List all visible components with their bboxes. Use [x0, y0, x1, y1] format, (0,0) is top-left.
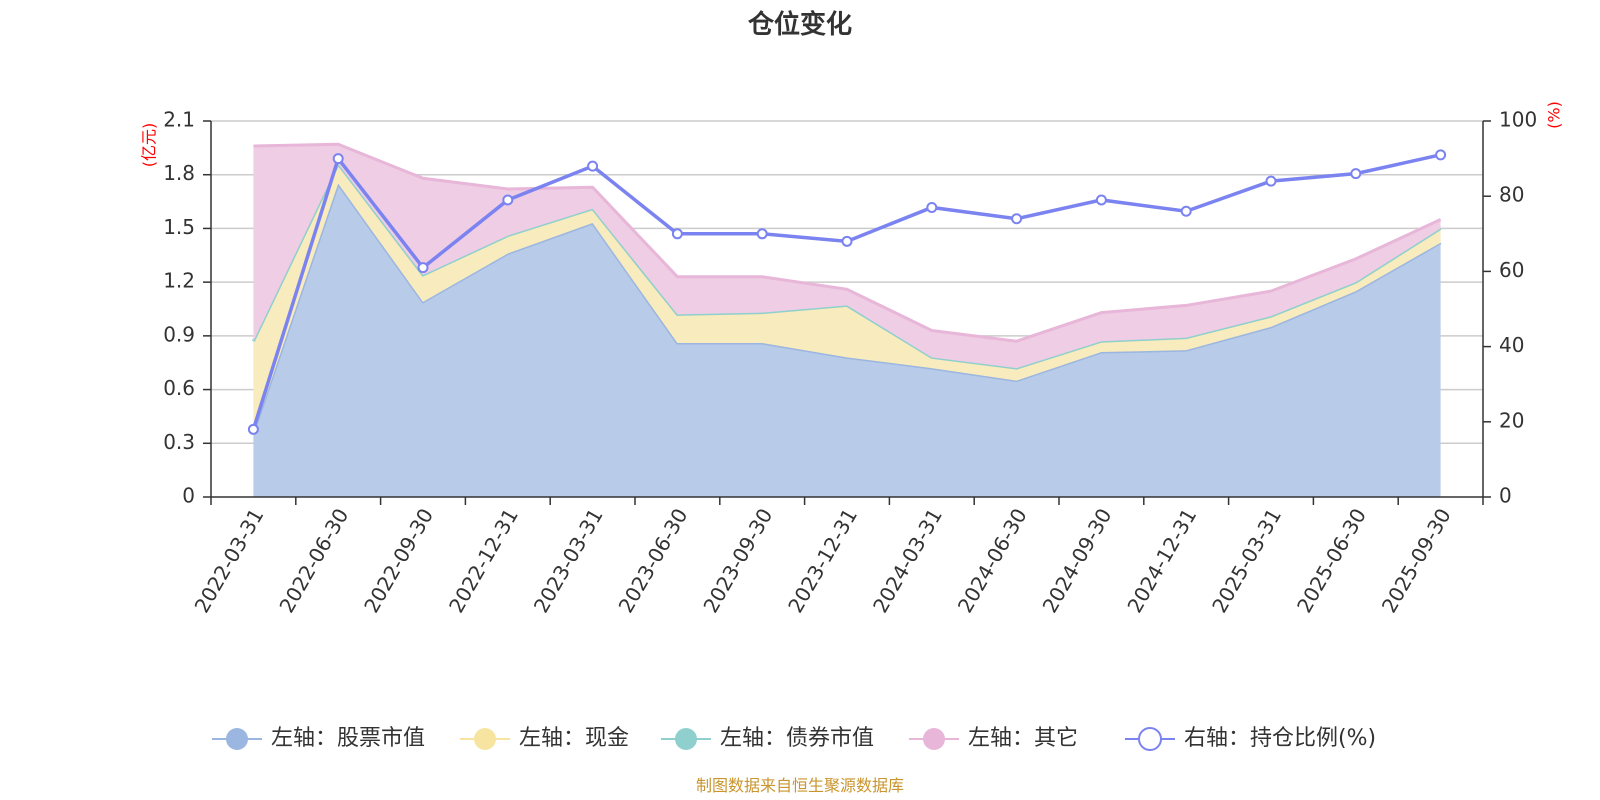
chart-title: 仓位变化	[747, 9, 852, 40]
x-tick-label: 2022-09-30	[359, 504, 438, 617]
right-tick-label: 80	[1499, 183, 1524, 207]
legend-item[interactable]: 右轴：持仓比例(%)	[1125, 726, 1376, 751]
ratio-point	[1180, 205, 1192, 217]
legend-item[interactable]: 左轴：股票市值	[212, 726, 425, 751]
x-tick-label: 2024-09-30	[1038, 504, 1117, 617]
x-tick-label: 2022-06-30	[274, 504, 353, 617]
series-areas	[251, 142, 1442, 497]
left-tick-label: 0.3	[163, 430, 195, 454]
area-左轴：股票市值	[253, 183, 1441, 497]
right-axis-unit: (%)	[1545, 101, 1564, 129]
legend-label: 左轴：债券市值	[720, 726, 874, 751]
ratio-point	[1095, 194, 1107, 206]
right-tick-label: 40	[1499, 333, 1524, 357]
right-tick-label: 60	[1499, 258, 1524, 282]
ratio-point	[1011, 213, 1023, 225]
left-axis-unit: (亿元)	[140, 123, 159, 168]
area-左轴：其它	[253, 144, 1441, 369]
ratio-point	[587, 160, 599, 172]
left-tick-label: 0.9	[163, 322, 195, 346]
left-tick-label: 0	[182, 484, 195, 508]
ratio-point	[1350, 168, 1362, 180]
right-tick-label: 0	[1499, 484, 1512, 508]
ratio-point	[1435, 149, 1447, 161]
ratio-point	[332, 153, 344, 165]
legend-label: 左轴：股票市值	[271, 726, 425, 751]
ratio-point	[247, 423, 259, 435]
ratio-point	[417, 262, 429, 274]
x-tick-label: 2024-12-31	[1122, 504, 1201, 617]
legend-item[interactable]: 左轴：其它	[909, 726, 1078, 751]
x-tick-label: 2024-03-31	[868, 504, 947, 617]
right-tick-label: 20	[1499, 408, 1524, 432]
legend-marker	[1138, 727, 1162, 751]
x-tick-label: 2023-12-31	[783, 504, 862, 617]
x-tick-label: 2023-06-30	[614, 504, 693, 617]
left-tick-label: 1.2	[163, 269, 195, 293]
legend-label: 左轴：其它	[968, 726, 1078, 751]
ratio-point	[671, 228, 683, 240]
x-tick-label: 2025-06-30	[1292, 504, 1371, 617]
x-tick-label: 2025-09-30	[1377, 504, 1456, 617]
left-tick-label: 2.1	[163, 108, 195, 132]
x-tick-label: 2023-03-31	[529, 504, 608, 617]
left-tick-label: 0.6	[163, 376, 195, 400]
ratio-line-layer	[247, 149, 1447, 435]
ratio-point	[926, 201, 938, 213]
ratio-point	[841, 235, 853, 247]
ratio-point	[756, 228, 768, 240]
x-tick-label: 2024-06-30	[953, 504, 1032, 617]
legend-label: 左轴：现金	[519, 726, 629, 751]
legend-marker	[675, 728, 697, 750]
x-tick-label: 2022-03-31	[190, 504, 269, 617]
source-note: 制图数据来自恒生聚源数据库	[696, 776, 904, 795]
x-tick-label: 2023-09-30	[698, 504, 777, 617]
legend-label: 右轴：持仓比例(%)	[1184, 726, 1376, 751]
left-tick-label: 1.8	[163, 161, 195, 185]
ratio-point	[1265, 175, 1277, 187]
legend-marker	[226, 728, 248, 750]
legend-item[interactable]: 左轴：债券市值	[661, 726, 874, 751]
area-左轴：现金	[253, 163, 1441, 433]
area-line-左轴：其它	[253, 142, 1442, 343]
ratio-point	[502, 194, 514, 206]
legend-item[interactable]: 左轴：现金	[460, 726, 629, 751]
x-tick-label: 2022-12-31	[444, 504, 523, 617]
legend-marker	[474, 728, 496, 750]
left-tick-label: 1.5	[163, 215, 195, 239]
x-tick-label: 2025-03-31	[1207, 504, 1286, 617]
legend: 左轴：股票市值 左轴：现金 左轴：债券市值 左轴：其它 右轴：持仓比例(%)	[212, 726, 1376, 751]
right-tick-label: 100	[1499, 108, 1537, 132]
legend-marker	[923, 728, 945, 750]
